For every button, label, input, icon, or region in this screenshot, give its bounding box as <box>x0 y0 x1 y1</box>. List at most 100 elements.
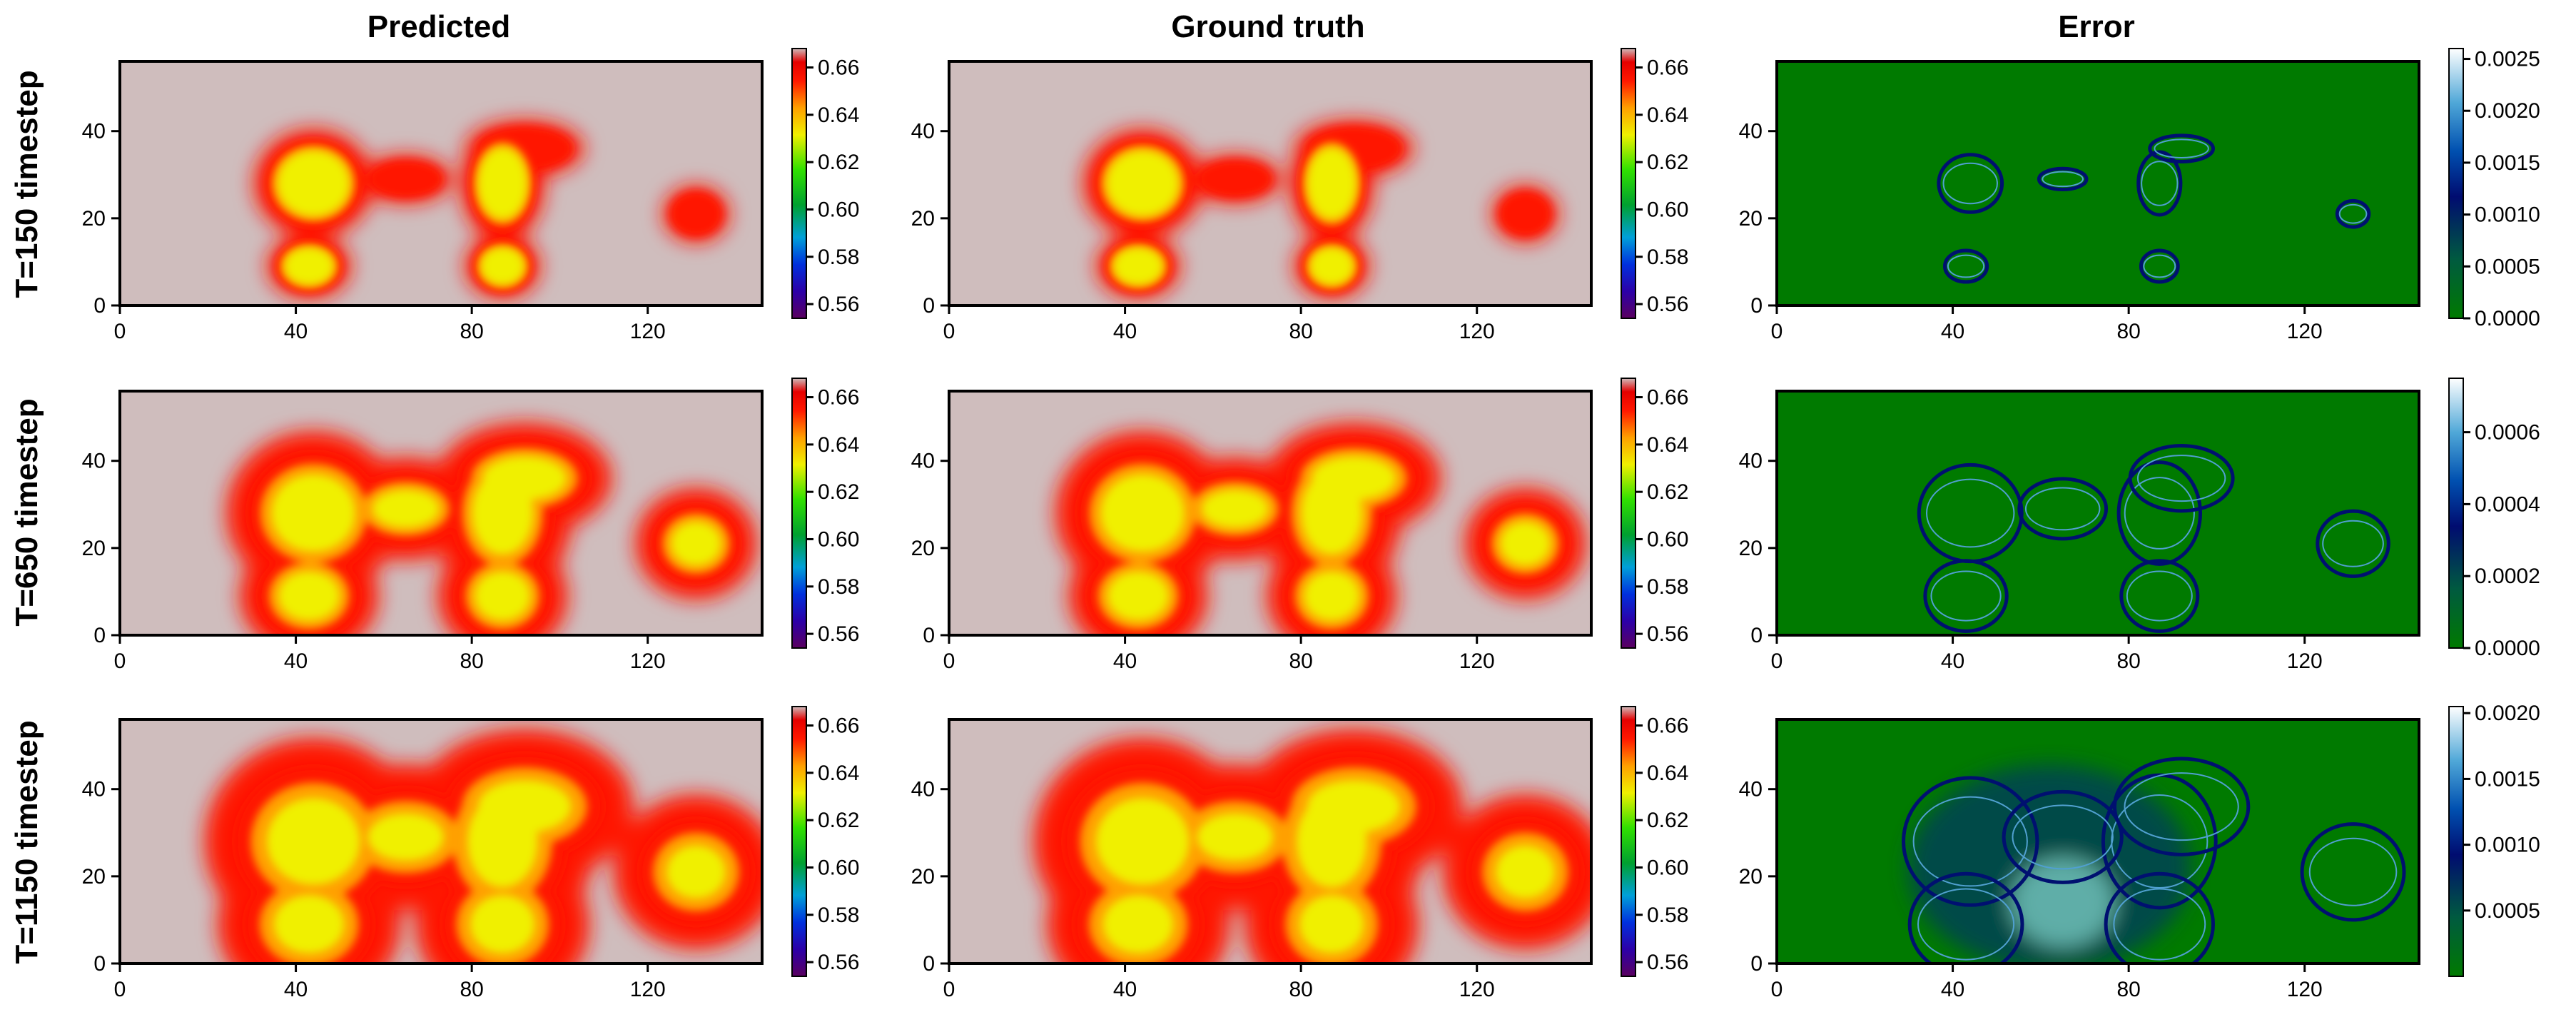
colorbar-bar <box>1621 706 1636 977</box>
y-tick-label: 20 <box>1739 537 1763 560</box>
heatmap-background <box>1777 391 2419 635</box>
panel-error-r0-c2: 0 40 80 120 0 20 40 <box>1739 60 2420 343</box>
y-tick-label: 40 <box>1739 450 1763 473</box>
plume-blob <box>1310 248 1354 285</box>
plume-contour-3 <box>1107 148 1357 285</box>
x-tick-label: 0 <box>1771 978 1783 1001</box>
heatmap-layer <box>120 61 762 305</box>
error-ring <box>2139 248 2180 284</box>
heatmap-layer <box>1777 391 2419 635</box>
x-tick-label: 80 <box>1289 978 1312 1001</box>
plume-blob <box>1499 191 1551 236</box>
plume-blob <box>478 148 527 219</box>
colorbar-error-r2-c2: 0.0005 0.0010 0.0015 0.0020 <box>2448 702 2540 977</box>
error-ring-inner <box>2111 794 2209 889</box>
y-tick-label: 40 <box>82 778 106 801</box>
y-tick-label: 40 <box>82 450 106 473</box>
plume-blob <box>1197 160 1272 198</box>
colorbar-error-r0-c2: 0.0000 0.0005 0.0010 0.0015 0.0020 0.0025 <box>2448 48 2540 330</box>
plume-blob <box>271 474 355 552</box>
x-tick-label: 120 <box>2287 320 2323 343</box>
plume-blob <box>1107 571 1169 621</box>
row-title-t650: T=650 timestep <box>9 398 44 626</box>
colorbar-tick-label: 0.60 <box>1647 198 1688 221</box>
colorbar-field-r2-c1: 0.56 0.58 0.60 0.62 0.64 0.66 <box>1621 706 1688 977</box>
error-ring <box>2148 133 2216 163</box>
error-ring-inner <box>2308 837 2398 906</box>
error-rings <box>1902 757 2406 963</box>
panel-field-r0-c0: 0 40 80 120 0 20 40 <box>82 60 764 343</box>
y-tick-label: 20 <box>82 537 106 560</box>
colorbar-tick-label: 0.0004 <box>2475 492 2540 516</box>
plume-blob <box>273 895 345 953</box>
plume-blob <box>1312 456 1396 500</box>
plume-blob <box>470 895 535 953</box>
plume-blob <box>1197 813 1273 861</box>
colorbar-tick-label: 0.66 <box>818 386 859 410</box>
y-tick-label: 20 <box>911 537 935 560</box>
colorbar-tick-label: 0.62 <box>818 809 859 832</box>
colorbar-tick-label: 0.66 <box>1647 56 1688 80</box>
colorbar-tick-label: 0.0020 <box>2475 99 2540 123</box>
colorbar-bar <box>2448 706 2464 977</box>
y-tick-label: 20 <box>82 207 106 231</box>
x-tick-label: 40 <box>1941 978 1964 1001</box>
y-tick-label: 40 <box>911 120 935 143</box>
plume-blob <box>671 522 721 566</box>
axes-frame <box>1775 718 2420 965</box>
colorbar-field-r1-c0: 0.56 0.58 0.60 0.62 0.64 0.66 <box>791 378 859 649</box>
axes-frame <box>1775 390 2420 637</box>
colorbar-tick-label: 0.58 <box>1647 575 1688 599</box>
colorbar-tick-label: 0.0010 <box>2475 203 2540 227</box>
axes-frame <box>118 718 764 965</box>
colorbar-tick-label: 0.56 <box>1647 293 1688 316</box>
y-tick-label: 0 <box>1750 294 1763 318</box>
plume-blob <box>1202 490 1269 528</box>
x-tick-label: 0 <box>1771 649 1783 673</box>
panel-field-r2-c0: 0 40 80 120 0 20 40 <box>82 718 764 1001</box>
x-tick-label: 80 <box>1289 649 1312 673</box>
x-tick-label: 80 <box>1289 320 1312 343</box>
colorbar-field-r0-c0: 0.56 0.58 0.60 0.62 0.64 0.66 <box>791 48 859 319</box>
error-ring <box>2112 757 2251 856</box>
plume-blob <box>482 456 567 500</box>
plume-contour-3 <box>1100 456 1551 621</box>
plume-blob <box>285 248 334 285</box>
x-tick-label: 120 <box>630 978 666 1001</box>
panel-field-r2-c1: 0 40 80 120 0 20 40 <box>911 718 1593 1001</box>
x-tick-label: 40 <box>1941 320 1964 343</box>
error-ring <box>2104 871 2215 963</box>
heatmap-layer <box>1777 719 2419 963</box>
error-ring-inner <box>1942 162 1998 205</box>
x-tick-label: 80 <box>460 978 483 1001</box>
x-tick-label: 80 <box>2116 978 2140 1001</box>
heatmap-layer <box>120 719 762 963</box>
colorbar-tick-label: 0.64 <box>818 433 859 457</box>
colorbar-tick-label: 0.0015 <box>2475 767 2540 791</box>
error-ring-inner <box>2012 804 2114 870</box>
x-tick-label: 0 <box>114 649 126 673</box>
panel-error-r2-c2: 0 40 80 120 0 20 40 <box>1739 718 2420 1001</box>
x-tick-label: 120 <box>1459 320 1495 343</box>
y-tick-label: 40 <box>82 120 106 143</box>
x-tick-label: 40 <box>1113 320 1137 343</box>
plume-blob <box>372 490 440 528</box>
plume-blob <box>666 845 726 899</box>
colorbar-tick-label: 0.64 <box>1647 762 1688 785</box>
panel-field-r0-c1: 0 40 80 120 0 20 40 <box>911 60 1593 343</box>
panel-error-r1-c2: 0 40 80 120 0 20 40 <box>1739 390 2420 673</box>
y-tick-label: 0 <box>923 952 935 976</box>
x-tick-label: 0 <box>1771 320 1783 343</box>
colorbar-error-r1-c2: 0.0000 0.0002 0.0004 0.0006 <box>2448 378 2540 660</box>
x-tick-label: 120 <box>630 649 666 673</box>
y-tick-label: 0 <box>93 294 106 318</box>
error-ring <box>1907 871 2024 963</box>
axes-frame <box>948 60 1593 307</box>
colorbar-field-r1-c1: 0.56 0.58 0.60 0.62 0.64 0.66 <box>1621 378 1688 649</box>
plume-blob <box>1307 148 1357 219</box>
heatmap-layer <box>120 391 762 635</box>
plume-blob <box>1304 571 1359 621</box>
colorbar-field-r0-c1: 0.56 0.58 0.60 0.62 0.64 0.66 <box>1621 48 1688 319</box>
plume-blob <box>670 191 722 236</box>
